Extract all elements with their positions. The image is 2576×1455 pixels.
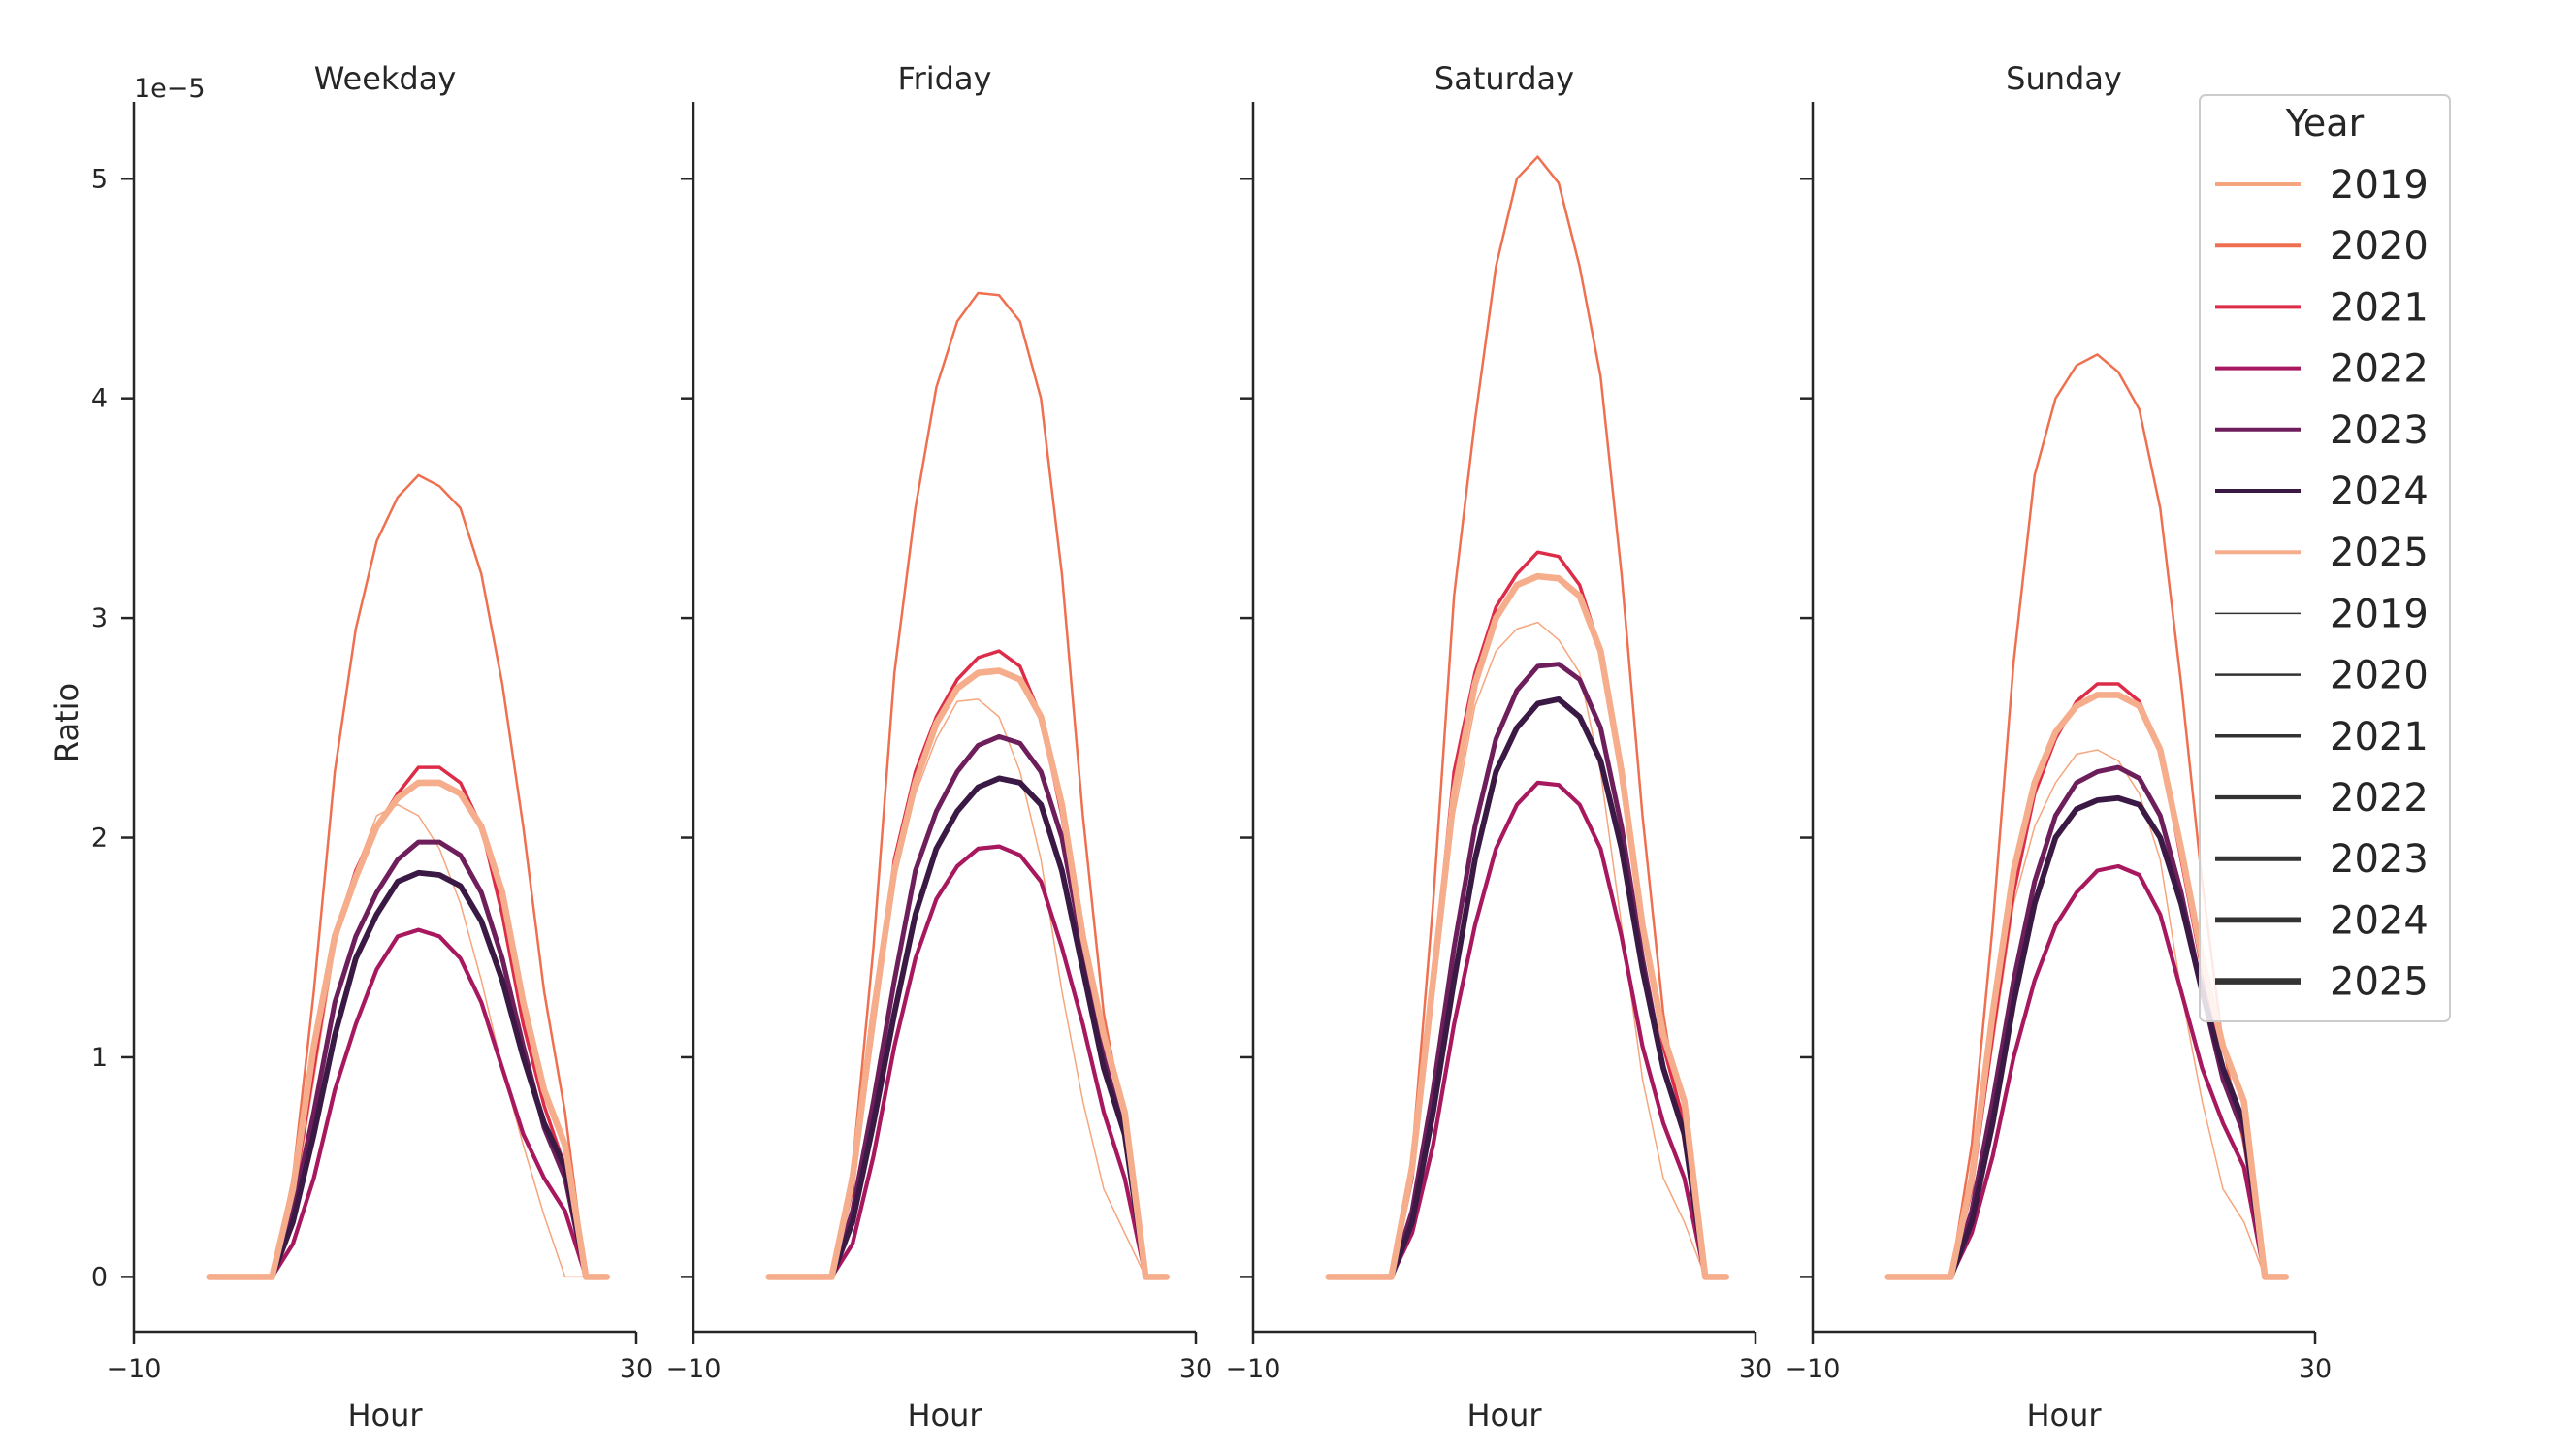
x-tick-label: 30: [620, 1354, 653, 1384]
y-tick-label: 2: [91, 824, 108, 854]
exponent-label: 1e−5: [134, 74, 206, 104]
legend-label: 2023: [2330, 408, 2429, 453]
panel-title: Weekday: [314, 60, 457, 97]
x-axis-label: Hour: [907, 1397, 982, 1434]
panel-title: Sunday: [2006, 60, 2122, 97]
y-tick-label: 4: [91, 384, 108, 414]
x-tick-label: −10: [666, 1354, 722, 1384]
legend-label: 2023: [2330, 837, 2429, 882]
legend-title: Year: [2285, 102, 2365, 145]
x-tick-label: −10: [1226, 1354, 1281, 1384]
y-tick-label: 3: [91, 603, 108, 633]
series-line-2025: [206, 779, 611, 1280]
panel-saturday: −10 30 Saturday Hour: [1226, 60, 1773, 1434]
legend-label: 2019: [2330, 163, 2429, 208]
panel-sunday: −10 30 Sunday Hour: [1786, 60, 2333, 1434]
legend-label: 2020: [2330, 654, 2429, 698]
y-tick-label: 1: [91, 1043, 108, 1073]
x-axis-label: Hour: [347, 1397, 423, 1434]
series-line-2025: [1884, 692, 2290, 1280]
legend-label: 2021: [2330, 715, 2429, 760]
legend-label: 2022: [2330, 776, 2429, 821]
panel-title: Saturday: [1434, 60, 1574, 97]
legend-label: 2025: [2330, 960, 2429, 1005]
legend: Year 2019 2020 2021 2022 2023 2024 2025 2019 2020…: [2199, 94, 2451, 1022]
x-tick-label: 30: [1739, 1354, 1772, 1384]
legend-label: 2020: [2330, 224, 2429, 269]
x-axis-label: Hour: [1466, 1397, 1542, 1434]
series-line-2025: [765, 667, 1171, 1280]
legend-label: 2021: [2330, 285, 2429, 330]
panel-friday: −10 30 Friday Hour: [666, 60, 1213, 1434]
legend-label: 2024: [2330, 898, 2429, 943]
legend-box: [2199, 94, 2451, 1022]
x-tick-label: −10: [1786, 1354, 1841, 1384]
legend-label: 2024: [2330, 469, 2429, 514]
x-axis-label: Hour: [2026, 1397, 2102, 1434]
legend-label: 2019: [2330, 592, 2429, 636]
x-tick-label: 30: [1179, 1354, 1212, 1384]
legend-label: 2025: [2330, 531, 2429, 575]
x-tick-label: −10: [107, 1354, 162, 1384]
y-tick-label: 5: [91, 164, 108, 194]
legend-label: 2022: [2330, 347, 2429, 392]
series-line-2025: [1325, 572, 1730, 1280]
y-axis-label: Ratio: [48, 683, 85, 762]
y-tick-label: 0: [91, 1262, 108, 1292]
x-tick-label: 30: [2299, 1354, 2332, 1384]
panel-title: Friday: [898, 60, 992, 97]
panel-weekday: 0 1 2 3 4 5 −10 30 Weekday Hour: [91, 60, 653, 1434]
